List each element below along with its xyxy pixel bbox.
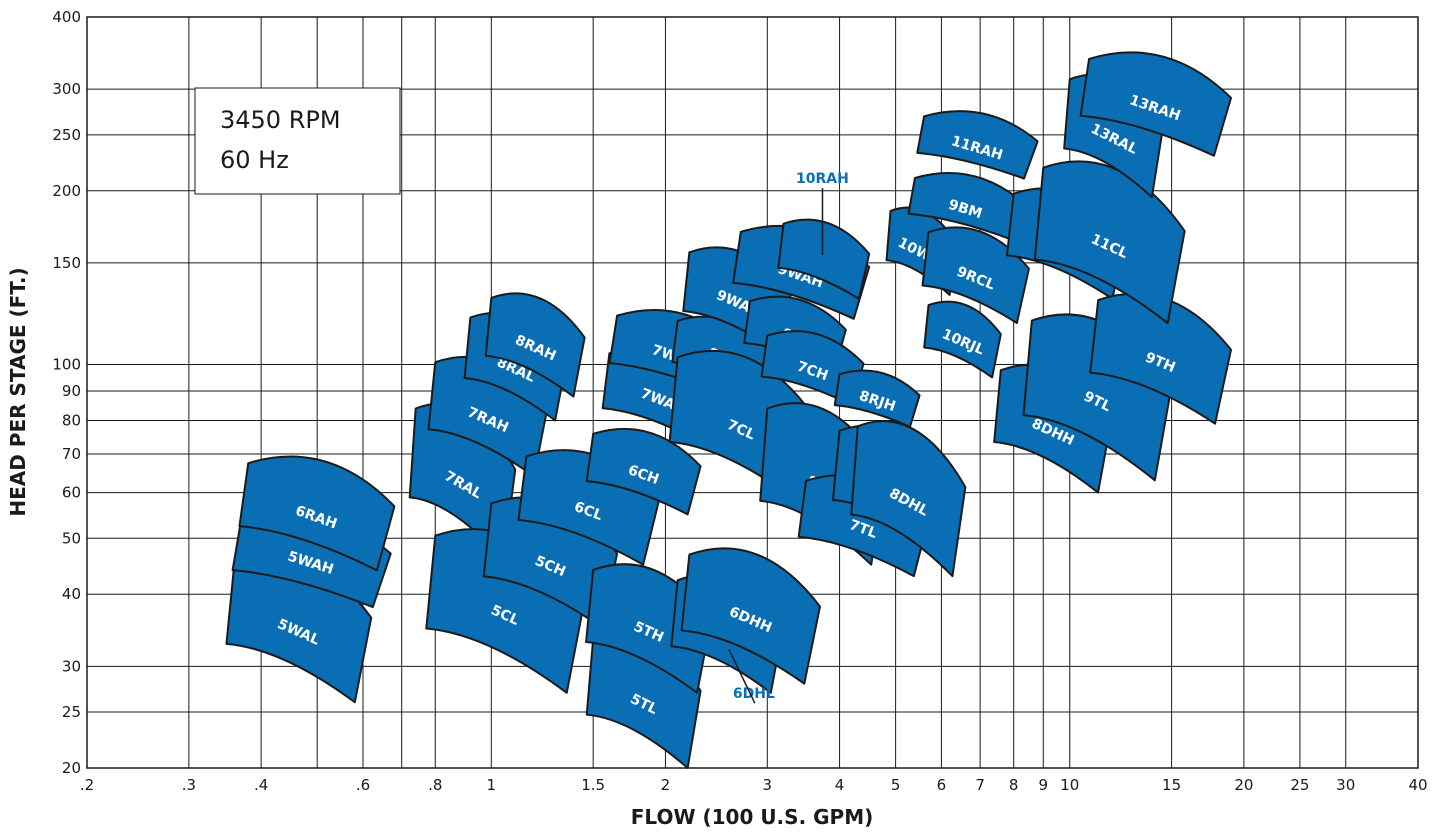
- x-tick-label: 1: [487, 776, 497, 794]
- x-tick-label: 3: [763, 776, 773, 794]
- x-tick-label: .6: [356, 776, 370, 794]
- x-tick-label: .3: [182, 776, 196, 794]
- y-tick-label: 100: [52, 356, 81, 374]
- x-tick-label: 20: [1234, 776, 1253, 794]
- callout-label: 6DHL: [733, 686, 775, 702]
- pump-region-6rah: [238, 455, 396, 572]
- pump-region-9rcl: [921, 226, 1030, 325]
- y-tick-label: 150: [52, 254, 81, 272]
- x-tick-label: .4: [254, 776, 268, 794]
- x-tick-label: 25: [1290, 776, 1309, 794]
- y-tick-label: 25: [62, 703, 81, 721]
- pump-region-11rah: [916, 110, 1039, 180]
- speed-annotation-box: 3450 RPM 60 Hz: [194, 87, 401, 195]
- x-tick-label: .8: [428, 776, 442, 794]
- pump-region-6ch: [585, 427, 702, 516]
- x-tick-labels: .2 .3 .4 .6 .8 1 1.5 2 3 4 5 6 7 8 9 10 15 20 25 30 40: [80, 776, 1428, 794]
- x-tick-label: 8: [1009, 776, 1019, 794]
- x-tick-label: 6: [937, 776, 947, 794]
- pump-region-8rah: [484, 292, 586, 398]
- x-tick-label: 5: [891, 776, 901, 794]
- x-tick-label: 30: [1336, 776, 1355, 794]
- pump-region-13rah: [1079, 51, 1232, 157]
- y-tick-label: 20: [62, 759, 81, 777]
- y-tick-label: 250: [52, 126, 81, 144]
- annotation-frame: [194, 87, 401, 195]
- x-tick-label: 15: [1162, 776, 1181, 794]
- x-tick-label: 4: [835, 776, 845, 794]
- x-tick-label: .2: [80, 776, 94, 794]
- pump-region-8rjh: [833, 369, 921, 428]
- y-tick-label: 200: [52, 182, 81, 200]
- y-tick-label: 300: [52, 80, 81, 98]
- plot-frame: [86, 16, 1419, 769]
- y-axis-title: HEAD PER STAGE (FT.): [6, 267, 30, 516]
- y-tick-labels: 20 25 30 40 50 60 70 80 90 100 150 200 250 300 400: [52, 8, 81, 777]
- pump-region-6dhh: [680, 547, 821, 685]
- x-tick-label: 7: [975, 776, 985, 794]
- x-tick-label: 1.5: [581, 776, 605, 794]
- pump-region-10rah: [777, 218, 871, 300]
- x-tick-label: 10: [1060, 776, 1079, 794]
- pump-region-10rjl: [923, 300, 1002, 379]
- callout-leader: [728, 649, 756, 704]
- y-tick-label: 40: [62, 585, 81, 603]
- x-axis-title: FLOW (100 U.S. GPM): [631, 805, 874, 829]
- y-tick-label: 60: [62, 484, 81, 502]
- callouts: 6DHL 10RAH: [728, 171, 849, 704]
- y-tick-label: 90: [62, 382, 81, 400]
- pump-region-11cl: [1033, 160, 1186, 325]
- x-tick-label: 2: [661, 776, 671, 794]
- y-tick-label: 70: [62, 445, 81, 463]
- annotation-hz: 60 Hz: [220, 146, 289, 174]
- y-tick-label: 400: [52, 8, 81, 26]
- x-tick-label: 40: [1408, 776, 1427, 794]
- y-tick-label: 50: [62, 529, 81, 547]
- callout-label: 10RAH: [796, 171, 849, 187]
- x-tick-label: 9: [1039, 776, 1049, 794]
- pump-region-8dhl: [850, 420, 967, 578]
- annotation-rpm: 3450 RPM: [220, 106, 341, 134]
- y-tick-label: 80: [62, 411, 81, 429]
- y-tick-label: 30: [62, 657, 81, 675]
- pump-regions: 5WAL5WAH6RAH7RAL7RAH8RAL8RAH5CL5CH6CL5TL…: [225, 51, 1232, 769]
